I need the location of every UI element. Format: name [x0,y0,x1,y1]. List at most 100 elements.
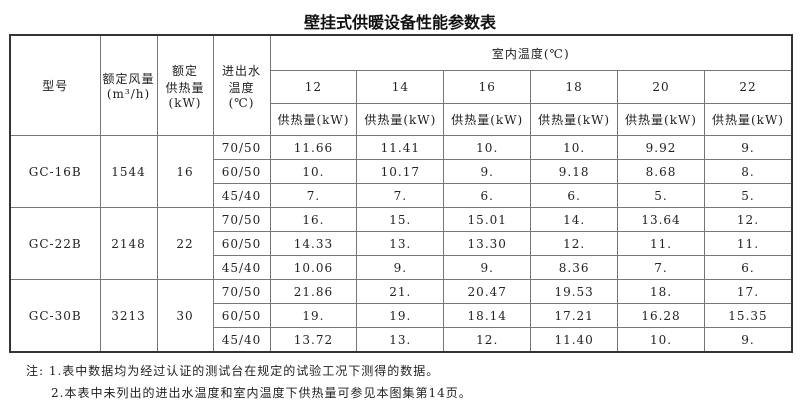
water-temp-cell: 45/40 [212,183,271,208]
water-temp-cell: 70/50 [212,135,271,160]
heat-value-cell: 7. [356,183,445,208]
heat-value-cell: 17. [703,279,793,304]
unit-header: 供热量(kW) [617,103,705,136]
header-water-temp: 进出水 温度 (℃) [212,34,271,136]
heat-value-cell: 21.86 [269,279,358,304]
note-2: 2.本表中未列出的进出水温度和室内温度下供热量可参见本图集第14页。 [51,386,472,400]
heat-value-cell: 8. [703,159,793,184]
notes: 注: 1.表中数据均为经过认证的测试台在规定的试验工况下测得的数据。 2.本表中… [26,360,472,404]
heat-value-cell: 15.35 [703,303,793,328]
note-1: 注: 1.表中数据均为经过认证的测试台在规定的试验工况下测得的数据。 [26,364,440,378]
table-row: 60/50 10. 10.17 9. 9.18 8.68 8. [10,159,793,184]
heat-value-cell: 18. [617,279,705,304]
model-cell: GC-22B [9,207,101,280]
heat-value-cell: 11.40 [530,327,619,353]
heat-value-cell: 14. [530,207,619,232]
heat-value-cell: 19.53 [530,279,619,304]
heat-value-cell: 20.47 [443,279,532,304]
heat-value-cell: 15. [356,207,445,232]
heat-value-cell: 7. [617,255,705,280]
unit-header: 供热量(kW) [703,103,793,136]
heat-value-cell: 12. [530,231,619,256]
table-row: 45/40 13.72 13. 12. 11.40 10. 9. [10,327,793,353]
heat-value-cell: 13.64 [617,207,705,232]
water-temp-cell: 70/50 [212,279,271,304]
heat-value-cell: 9. [703,135,793,160]
model-cell: GC-16B [9,135,101,208]
water-temp-cell: 70/50 [212,207,271,232]
heat-value-cell: 16. [269,207,358,232]
heat-value-cell: 11. [703,231,793,256]
heat-value-cell: 10. [617,327,705,353]
indoor-temp-header: 16 [443,70,532,104]
heat-value-cell: 5. [617,183,705,208]
heat-value-cell: 13.72 [269,327,358,353]
heat-value-cell: 19. [269,303,358,328]
heat-value-cell: 15.01 [443,207,532,232]
unit-header: 供热量(kW) [269,103,358,136]
heat-value-cell: 12. [703,207,793,232]
heat-value-cell: 11. [617,231,705,256]
water-temp-cell: 45/40 [212,327,271,353]
heat-cell: 16 [156,135,214,208]
water-temp-cell: 60/50 [212,159,271,184]
water-temp-cell: 60/50 [212,303,271,328]
heat-value-cell: 19. [356,303,445,328]
model-cell: GC-30B [9,279,101,353]
heat-value-cell: 10. [443,135,532,160]
heat-value-cell: 16.28 [617,303,705,328]
heat-value-cell: 9. [443,159,532,184]
heat-value-cell: 10.06 [269,255,358,280]
heat-value-cell: 8.68 [617,159,705,184]
heat-value-cell: 6. [443,183,532,208]
indoor-temp-header: 18 [530,70,619,104]
airflow-cell: 1544 [99,135,158,208]
heat-cell: 22 [156,207,214,280]
heat-value-cell: 10.17 [356,159,445,184]
heat-value-cell: 10. [530,135,619,160]
heat-value-cell: 14.33 [269,231,358,256]
heat-value-cell: 8.36 [530,255,619,280]
heat-value-cell: 5. [703,183,793,208]
heat-value-cell: 12. [443,327,532,353]
heat-value-cell: 13. [356,231,445,256]
table-title: 壁挂式供暖设备性能参数表 [303,13,496,32]
airflow-cell: 2148 [99,207,158,280]
heat-value-cell: 9. [443,255,532,280]
table-row: GC-16B 1544 16 70/50 11.66 11.41 10. 10. 9.92 9. [9,135,793,208]
indoor-temp-header: 20 [617,70,705,104]
heat-value-cell: 6. [530,183,619,208]
heat-value-cell: 17.21 [530,303,619,328]
heat-value-cell: 10. [269,159,358,184]
heat-value-cell: 11.66 [269,135,358,160]
indoor-temp-header: 12 [269,70,358,104]
water-temp-cell: 45/40 [212,255,271,280]
header-model: 型号 [9,34,101,136]
header-airflow: 额定风量 (m³/h) [99,34,158,136]
heat-value-cell: 9.18 [530,159,619,184]
unit-header: 供热量(kW) [443,103,532,136]
water-temp-cell: 60/50 [212,231,271,256]
indoor-temp-header: 22 [703,70,793,104]
heat-value-cell: 18.14 [443,303,532,328]
heat-value-cell: 21. [356,279,445,304]
heat-cell: 30 [156,279,214,353]
performance-table: 型号 额定风量 (m³/h) 额定 供热量 (kW) 进出水 温度 (℃) 室内… [9,34,793,353]
heat-value-cell: 6. [703,255,793,280]
heat-value-cell: 13.30 [443,231,532,256]
heat-value-cell: 7. [269,183,358,208]
header-indoor-temp: 室内温度(℃) [269,34,793,71]
table-row: 60/50 14.33 13. 13.30 12. 11. 11. [10,231,793,256]
table-row: 45/40 10.06 9. 9. 8.36 7. 6. [10,255,793,280]
heat-value-cell: 9. [703,327,793,353]
unit-header: 供热量(kW) [530,103,619,136]
heat-value-cell: 13. [356,327,445,353]
heat-value-cell: 9.92 [617,135,705,160]
table-row: GC-30B 3213 30 70/50 21.86 21. 20.47 19.53 18. 17… [9,279,793,353]
header-rated-heat: 额定 供热量 (kW) [156,34,214,136]
table-row: 60/50 19. 19. 18.14 17.21 16.28 15.35 [10,303,793,328]
indoor-temp-header: 14 [356,70,445,104]
heat-value-cell: 11.41 [356,135,445,160]
airflow-cell: 3213 [99,279,158,353]
table-row: 45/40 7. 7. 6. 6. 5. 5. [10,183,793,208]
